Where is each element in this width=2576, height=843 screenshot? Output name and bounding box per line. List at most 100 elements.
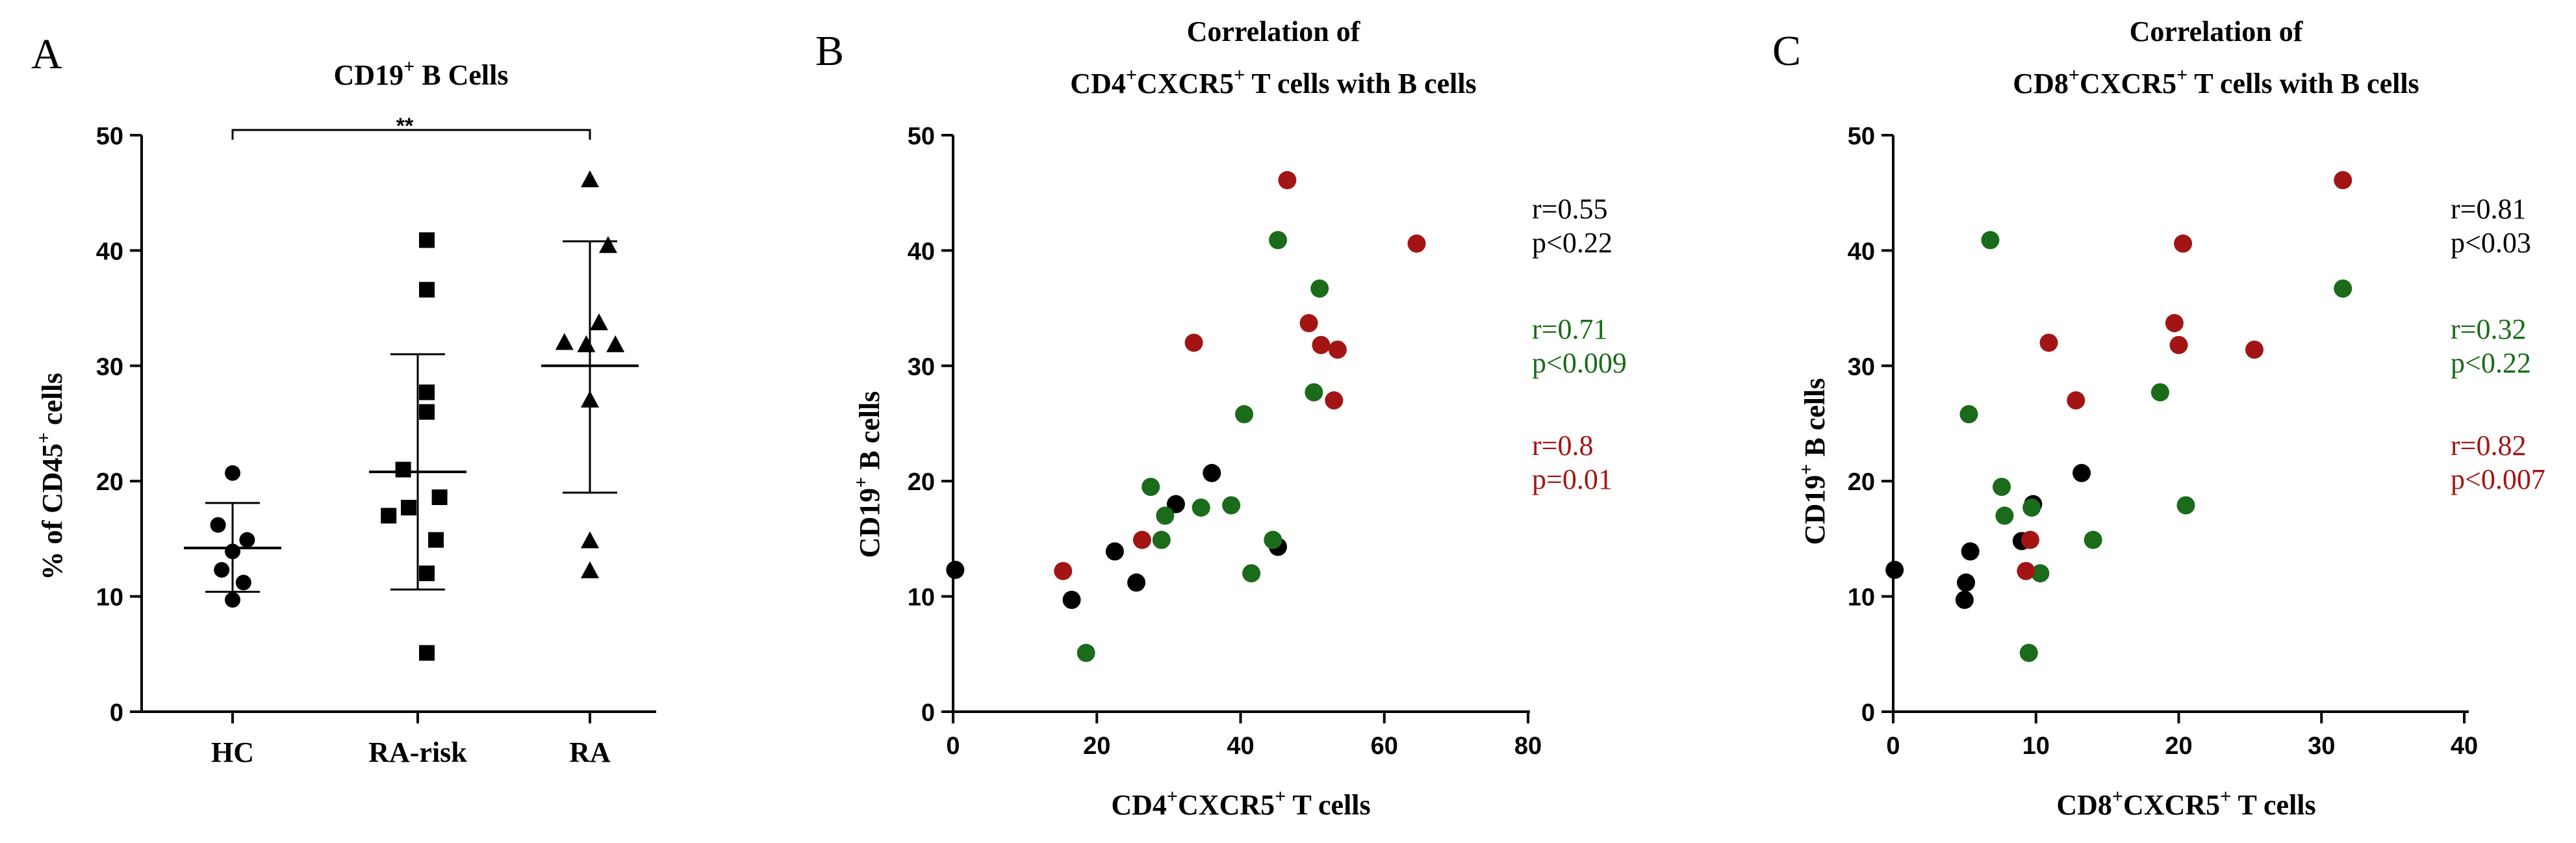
data-point [428,532,444,548]
panel-c-stats: r=0.81p<0.03 r=0.32p<0.22 r=0.82p<0.007 [2451,193,2545,495]
data-point [1885,560,1904,579]
panel-b: B Correlation of CD4+CXCR5+ T cells with… [815,16,1627,821]
data-point [1077,643,1095,662]
x-tick-label: 40 [1227,733,1254,760]
data-point [419,384,435,400]
correlation-r: r=0.55 [1532,193,1607,225]
panel-a-significance: ** [231,114,591,140]
data-point [1166,495,1185,513]
significance-bracket [231,129,591,140]
data-point [1955,590,1974,609]
data-point [431,489,448,506]
data-point [2031,564,2050,583]
panel-a: A CD19+ B Cells % of CD45+ cells 0 10 20 30… [31,31,656,768]
panel-c-marks [1885,171,2353,662]
x-tick-label: HC [211,736,254,768]
data-point [1105,542,1124,561]
data-point [1328,340,1347,359]
panel-c: C Correlation of CD8+CXCR5+ T cells with… [1772,16,2545,821]
correlation-r: r=0.82 [2451,430,2526,461]
data-point [1192,499,1210,517]
data-point [599,236,617,253]
panel-b-y-ticks: 0 10 20 30 40 50 [908,123,953,727]
data-point [225,465,240,481]
x-tick-label: 20 [1083,733,1110,760]
data-point [1203,463,1221,482]
correlation-r: r=0.71 [1532,313,1607,345]
panel-a-y-axis-label: % of CD45+ cells [33,373,68,580]
x-tick-label: 20 [2165,733,2192,760]
panel-a-axes [140,135,656,713]
panel-c-title-line2: CD8+CXCR5+ T cells with B cells [2013,64,2419,99]
data-point [419,232,435,248]
x-tick-label: RA [569,736,611,768]
panel-b-x-ticks: 0 20 40 60 80 [946,712,1542,760]
data-point [1054,562,1073,580]
panel-letter-b: B [815,27,844,75]
y-tick-label: 0 [1861,699,1875,727]
data-point [419,281,435,298]
data-point [2245,340,2264,359]
data-point [1235,405,1254,424]
data-point [1995,506,2014,525]
significance-label: ** [396,114,414,138]
x-tick-label: 60 [1371,733,1398,760]
data-point [1141,478,1160,497]
correlation-p: p<0.007 [2451,463,2545,495]
x-tick-label: 80 [1514,733,1542,760]
y-tick-label: 0 [110,699,123,727]
data-point [1957,573,1976,592]
data-point [606,335,625,352]
data-point [2150,383,2169,402]
data-point [590,313,608,331]
y-tick-label: 50 [908,123,935,150]
correlation-p: p<0.22 [2451,347,2531,379]
data-point [2072,463,2091,482]
y-tick-label: 30 [1848,354,1875,381]
data-point [1127,573,1146,592]
y-tick-label: 10 [1848,584,1875,612]
data-point [1152,530,1171,549]
panel-c-x-ticks: 0 10 20 30 40 [1886,712,2478,760]
panel-b-axes [952,135,1530,713]
correlation-p: p<0.22 [1532,227,1613,259]
data-point [419,565,435,582]
panel-c-y-ticks: 0 10 20 30 40 50 [1848,123,1893,727]
data-point [419,645,435,661]
data-point [2334,279,2353,298]
data-point [1325,391,1344,410]
panel-b-y-axis-label: CD19+ B cells [850,391,886,558]
data-point [1993,478,2011,497]
data-point [2084,530,2102,549]
panel-b-title-line2: CD4+CXCR5+ T cells with B cells [1070,64,1476,99]
data-point [581,170,599,188]
y-tick-label: 50 [96,123,123,150]
y-tick-label: 40 [908,238,935,265]
panel-c-axes [1892,135,2469,713]
data-point [2019,643,2038,662]
data-point [1264,530,1282,549]
data-point [946,560,965,579]
data-point [1299,314,1318,333]
data-point [2017,562,2035,580]
data-point [1269,231,1288,250]
data-point [581,391,599,408]
data-point [581,561,599,578]
panel-b-title-line1: Correlation of [1187,16,1361,47]
data-point [225,591,240,608]
data-point [235,575,251,591]
data-point [395,461,411,478]
data-point [1310,279,1329,298]
correlation-p: p=0.01 [1532,463,1613,495]
data-point [2067,391,2085,410]
y-tick-label: 20 [96,469,123,496]
data-point [1312,335,1331,354]
panel-a-x-ticks: HC RA-risk RA [211,712,611,768]
panel-c-title-line1: Correlation of [2130,16,2304,47]
data-point [1981,231,2000,250]
data-point [2334,171,2353,190]
y-tick-label: 20 [1848,469,1875,496]
data-point [577,335,596,352]
y-tick-label: 0 [921,699,935,727]
